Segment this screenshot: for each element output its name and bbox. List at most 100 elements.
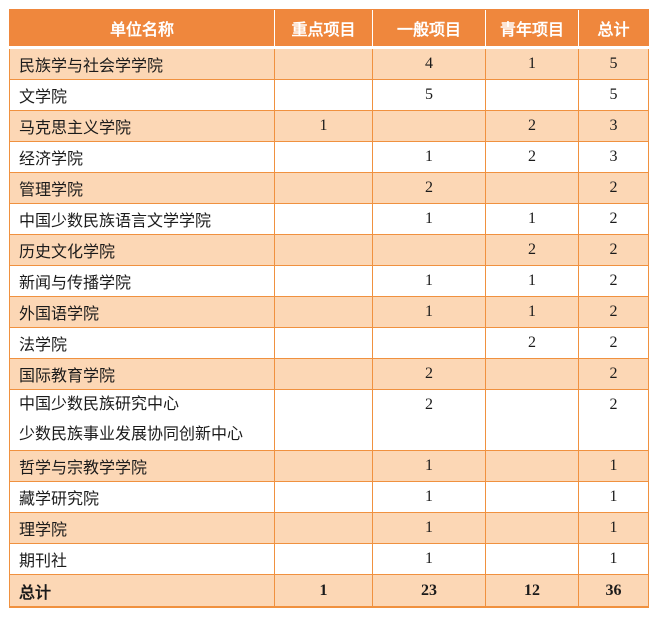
key-projects-cell [274, 203, 373, 235]
youth-projects-cell [485, 358, 579, 390]
youth-projects-cell: 1 [485, 296, 579, 328]
unit-name-cell: 管理学院 [9, 172, 275, 204]
general-projects-cell: 2 [372, 172, 486, 204]
key-projects-cell [274, 358, 373, 390]
total-cell: 5 [578, 47, 649, 80]
youth-projects-cell [485, 389, 579, 451]
table-row: 理学院 1 1 [9, 512, 649, 544]
unit-name-cell: 历史文化学院 [9, 234, 275, 266]
table-row: 文学院 5 5 [9, 79, 649, 111]
general-projects-cell: 1 [372, 481, 486, 513]
general-projects-cell: 1 [372, 265, 486, 297]
table-row: 马克思主义学院 1 2 3 [9, 110, 649, 142]
general-projects-cell: 1 [372, 203, 486, 235]
general-projects-cell: 1 [372, 512, 486, 544]
general-projects-cell [372, 327, 486, 359]
total-cell: 1 [578, 512, 649, 544]
unit-name-cell: 哲学与宗教学学院 [9, 450, 275, 482]
youth-projects-cell [485, 172, 579, 204]
youth-projects-cell [485, 481, 579, 513]
col-header-youth-projects: 青年项目 [485, 9, 579, 49]
key-projects-cell [274, 234, 373, 266]
table-row: 法学院 2 2 [9, 327, 649, 359]
youth-projects-cell: 1 [485, 47, 579, 80]
footer-general-projects-cell: 23 [372, 574, 486, 608]
total-cell: 2 [578, 172, 649, 204]
general-projects-cell: 1 [372, 296, 486, 328]
youth-projects-cell: 2 [485, 141, 579, 173]
unit-name-cell: 外国语学院 [9, 296, 275, 328]
footer-youth-projects-cell: 12 [485, 574, 579, 608]
youth-projects-cell [485, 450, 579, 482]
total-cell: 2 [578, 327, 649, 359]
total-cell: 2 [578, 358, 649, 390]
youth-projects-cell: 1 [485, 265, 579, 297]
key-projects-cell [274, 481, 373, 513]
unit-name-cell: 法学院 [9, 327, 275, 359]
key-projects-cell [274, 512, 373, 544]
table-row: 民族学与社会学学院 4 1 5 [9, 47, 649, 80]
key-projects-cell [274, 296, 373, 328]
unit-name-cell: 理学院 [9, 512, 275, 544]
youth-projects-cell [485, 79, 579, 111]
key-projects-cell [274, 265, 373, 297]
col-header-general-projects: 一般项目 [372, 9, 486, 49]
footer-row: 总计 1 23 12 36 [9, 574, 649, 608]
table-row: 外国语学院 1 1 2 [9, 296, 649, 328]
footer-total-cell: 36 [578, 574, 649, 608]
youth-projects-cell: 2 [485, 110, 579, 142]
table-row: 国际教育学院 2 2 [9, 358, 649, 390]
total-cell: 3 [578, 141, 649, 173]
youth-projects-cell [485, 543, 579, 575]
table-row: 历史文化学院 2 2 [9, 234, 649, 266]
key-projects-cell [274, 47, 373, 80]
table-body: 民族学与社会学学院 4 1 5 文学院 5 5 马克思主义学院 1 2 3 经济… [9, 47, 649, 575]
key-projects-cell [274, 389, 373, 451]
unit-name-cell: 马克思主义学院 [9, 110, 275, 142]
key-projects-cell [274, 543, 373, 575]
table-row: 经济学院 1 2 3 [9, 141, 649, 173]
table-row: 期刊社 1 1 [9, 543, 649, 575]
footer-total-label: 总计 [9, 574, 275, 608]
table-row: 中国少数民族研究中心 少数民族事业发展协同创新中心 2 2 [9, 389, 649, 451]
col-header-key-projects: 重点项目 [274, 9, 373, 49]
projects-table-container: 单位名称 重点项目 一般项目 青年项目 总计 民族学与社会学学院 4 1 5 文… [9, 9, 649, 608]
key-projects-cell [274, 450, 373, 482]
unit-name-cell: 文学院 [9, 79, 275, 111]
table-row: 中国少数民族语言文学学院 1 1 2 [9, 203, 649, 235]
general-projects-cell [372, 110, 486, 142]
total-cell: 5 [578, 79, 649, 111]
projects-table: 单位名称 重点项目 一般项目 青年项目 总计 民族学与社会学学院 4 1 5 文… [9, 9, 649, 608]
key-projects-cell [274, 79, 373, 111]
total-cell: 1 [578, 543, 649, 575]
total-cell: 2 [578, 203, 649, 235]
general-projects-cell: 1 [372, 543, 486, 575]
col-header-total: 总计 [578, 9, 649, 49]
general-projects-cell: 2 [372, 358, 486, 390]
youth-projects-cell: 1 [485, 203, 579, 235]
unit-name-cell: 期刊社 [9, 543, 275, 575]
general-projects-cell: 4 [372, 47, 486, 80]
youth-projects-cell: 2 [485, 234, 579, 266]
unit-name-cell: 中国少数民族研究中心 少数民族事业发展协同创新中心 [9, 389, 275, 451]
general-projects-cell: 1 [372, 141, 486, 173]
key-projects-cell: 1 [274, 110, 373, 142]
total-cell: 1 [578, 450, 649, 482]
unit-name-cell: 新闻与传播学院 [9, 265, 275, 297]
table-row: 哲学与宗教学学院 1 1 [9, 450, 649, 482]
key-projects-cell [274, 141, 373, 173]
unit-name-cell: 藏学研究院 [9, 481, 275, 513]
youth-projects-cell [485, 512, 579, 544]
total-cell: 2 [578, 389, 649, 451]
unit-name-cell: 民族学与社会学学院 [9, 47, 275, 80]
table-row: 藏学研究院 1 1 [9, 481, 649, 513]
key-projects-cell [274, 327, 373, 359]
table-row: 管理学院 2 2 [9, 172, 649, 204]
total-cell: 2 [578, 296, 649, 328]
unit-name-cell: 中国少数民族语言文学学院 [9, 203, 275, 235]
footer-key-projects-cell: 1 [274, 574, 373, 608]
total-cell: 2 [578, 234, 649, 266]
general-projects-cell: 1 [372, 450, 486, 482]
general-projects-cell [372, 234, 486, 266]
total-cell: 1 [578, 481, 649, 513]
